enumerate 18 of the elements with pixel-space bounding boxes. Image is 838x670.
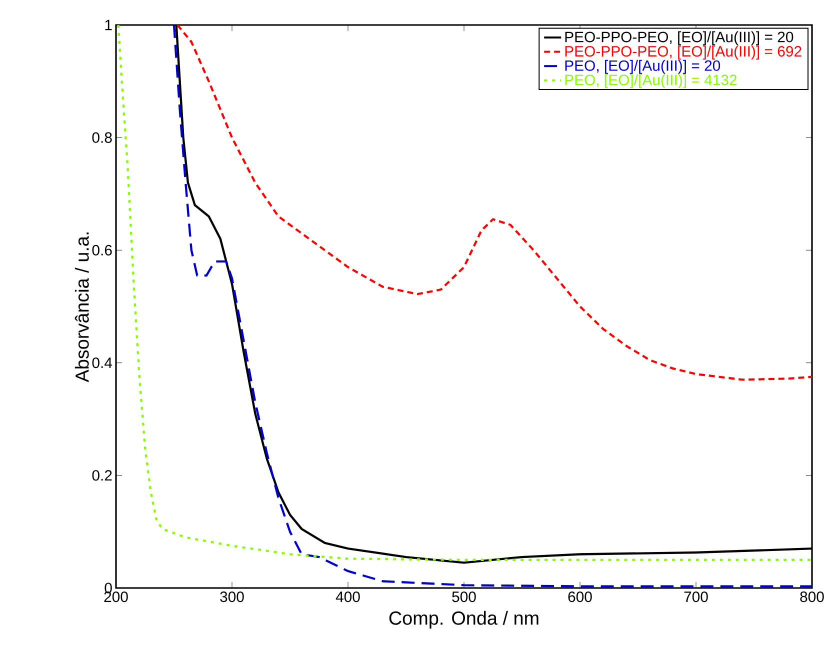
legend-label: PEO-PPO-PEO, [EO]/[Au(III)] = 692 <box>565 46 802 60</box>
legend-label: PEO, [EO]/[Au(III)] = 4132 <box>565 74 737 88</box>
x-tick-label: 500 <box>452 592 476 602</box>
x-tick-label: 700 <box>684 592 708 602</box>
legend-label: PEO, [EO]/[Au(III)] = 20 <box>565 60 720 74</box>
x-axis-title: Comp. Onda / nm <box>389 610 538 629</box>
x-tick-label: 600 <box>568 592 592 602</box>
x-tick-label: 800 <box>800 592 824 602</box>
y-tick-label: 0.6 <box>92 244 112 256</box>
x-tick-label: 200 <box>104 592 128 602</box>
x-tick-label: 300 <box>220 592 244 602</box>
y-tick-label: 0.2 <box>92 470 112 481</box>
legend-label: PEO-PPO-PEO, [EO]/[Au(III)] = 20 <box>565 31 794 46</box>
x-tick-label: 400 <box>336 592 360 602</box>
y-tick-label: 0.8 <box>92 132 112 143</box>
y-tick-label: 0.4 <box>92 358 112 368</box>
y-tick-label: 1 <box>105 20 112 30</box>
y-axis-title: Absorvância / u.a. <box>74 232 89 382</box>
